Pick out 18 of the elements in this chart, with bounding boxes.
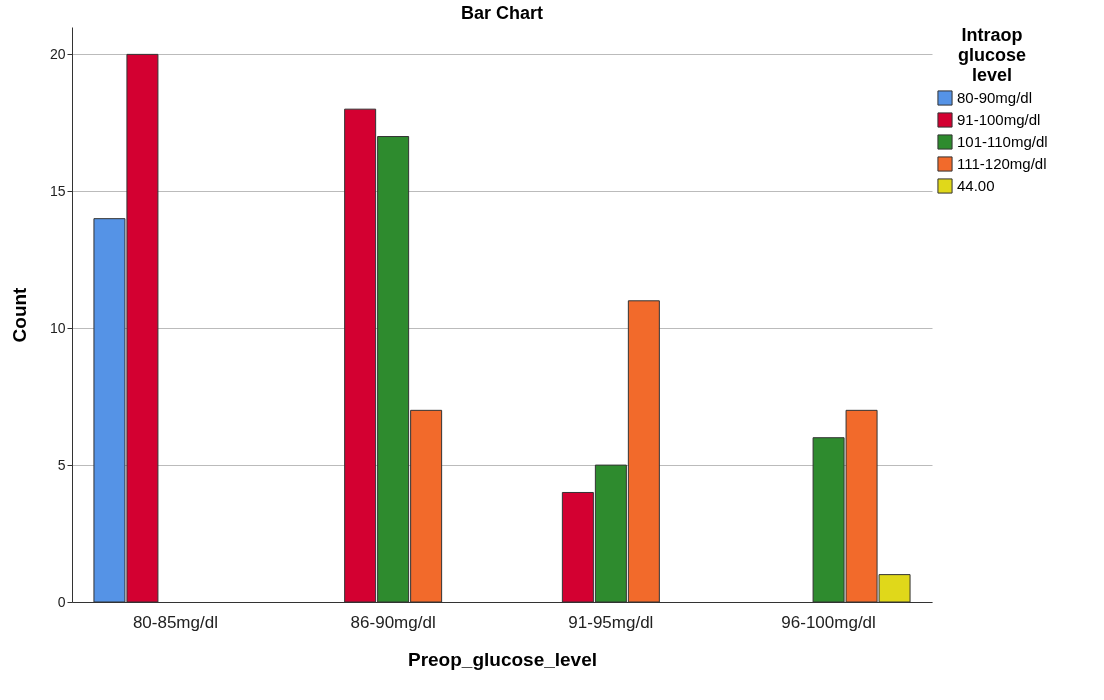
legend-label: 44.00 — [957, 177, 995, 194]
legend-title: Intraop glucose level — [957, 25, 1027, 85]
y-tick-label: 15 — [49, 182, 66, 199]
legend-label: 111-120mg/dl — [957, 155, 1047, 172]
chart-title: Bar Chart — [460, 3, 544, 23]
legend-label: 91-100mg/dl — [957, 111, 1041, 128]
x-tick-label: 80-85mg/dl — [132, 612, 218, 632]
x-axis-title: Preop_glucose_level — [407, 648, 598, 670]
y-tick-label: 20 — [49, 45, 66, 62]
x-tick-label: 96-100mg/dl — [781, 612, 876, 632]
x-tick-label: 86-90mg/dl — [350, 612, 436, 632]
y-tick-label: 5 — [57, 456, 66, 473]
x-tick-label: 91-95mg/dl — [568, 612, 654, 632]
y-tick-label: 0 — [57, 593, 66, 610]
y-tick-label: 10 — [49, 319, 66, 336]
legend-label: 80-90mg/dl — [957, 89, 1033, 106]
legend-label: 101-110mg/dl — [957, 133, 1048, 150]
y-axis-title: Count — [8, 286, 30, 343]
